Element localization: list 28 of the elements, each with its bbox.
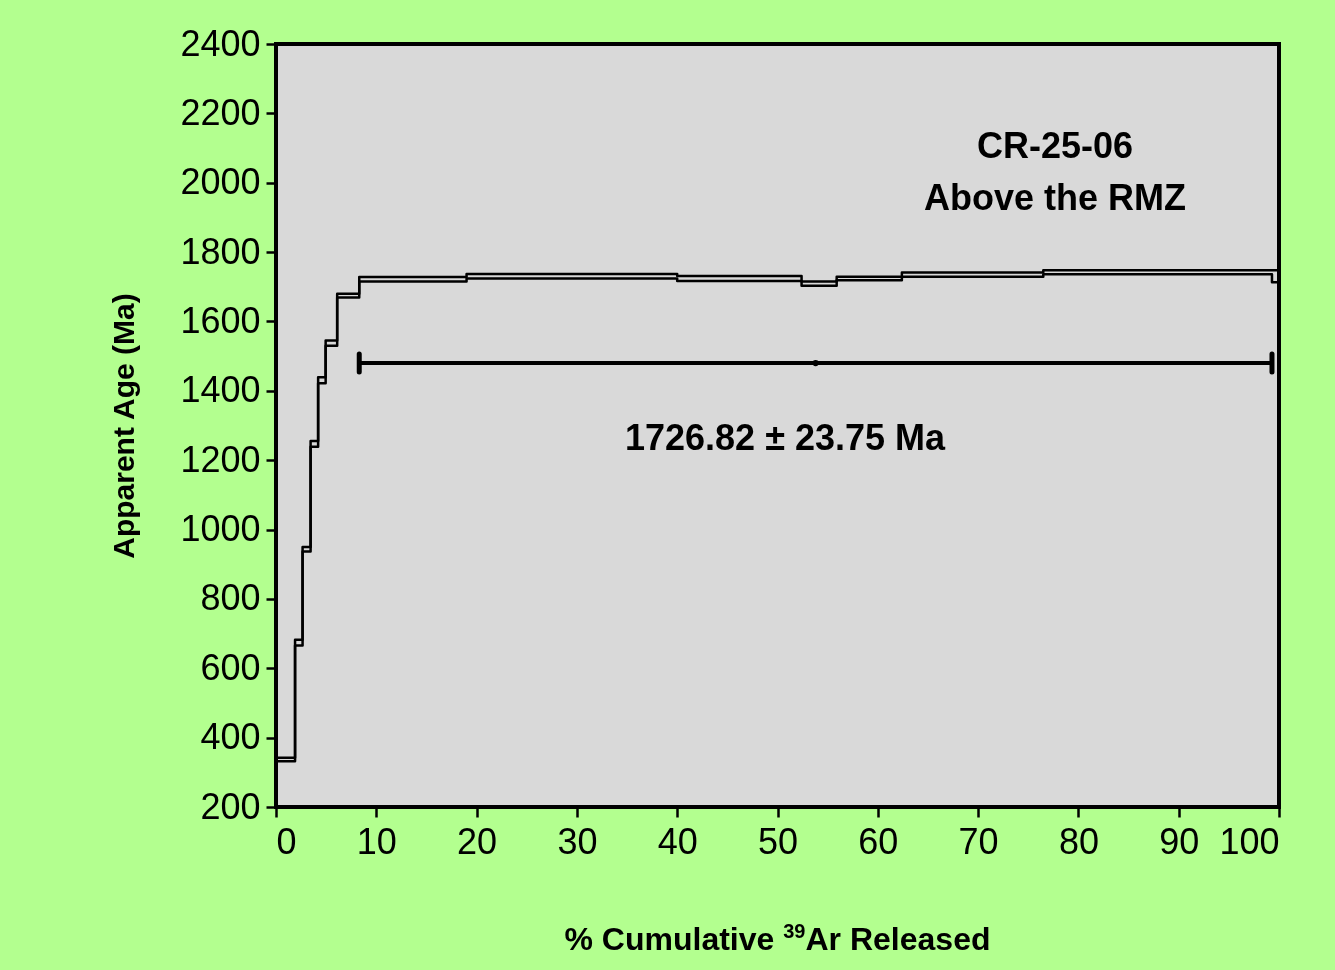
y-tick-label: 1800 bbox=[180, 230, 261, 272]
y-tick-label: 800 bbox=[200, 577, 261, 619]
x-tick-label: 10 bbox=[356, 820, 397, 862]
y-tick-label: 600 bbox=[200, 646, 261, 688]
annotation: 1726.82 ± 23.75 Ma bbox=[625, 417, 946, 458]
x-tick-label: 30 bbox=[557, 820, 598, 862]
x-tick-label: 20 bbox=[457, 820, 498, 862]
y-tick-label: 1400 bbox=[180, 369, 261, 411]
y-tick-label: 1000 bbox=[180, 508, 261, 550]
y-tick-label: 2000 bbox=[180, 161, 261, 203]
y-axis-title: Apparent Age (Ma) bbox=[107, 293, 141, 559]
y-tick-label: 200 bbox=[200, 785, 261, 827]
y-tick-label: 1600 bbox=[180, 299, 261, 341]
annotation: CR-25-06 bbox=[976, 125, 1134, 166]
x-tick-label: 80 bbox=[1058, 820, 1099, 862]
x-tick-label: 0 bbox=[276, 820, 297, 862]
x-tick-label: 90 bbox=[1159, 820, 1200, 862]
y-tick-label: 1200 bbox=[180, 438, 261, 480]
x-axis-title: % Cumulative $^{39}$Ar Released bbox=[563, 920, 992, 958]
x-tick-label: 100 bbox=[1219, 820, 1280, 862]
x-tick-label: 60 bbox=[858, 820, 899, 862]
y-tick-label: 2200 bbox=[180, 91, 261, 133]
x-tick-label: 50 bbox=[757, 820, 799, 862]
y-tick-label: 2400 bbox=[180, 22, 261, 64]
x-tick-label: 70 bbox=[958, 820, 999, 862]
y-tick-label: 400 bbox=[200, 716, 261, 758]
x-tick-label: 40 bbox=[657, 820, 698, 862]
annotation: Above the RMZ bbox=[923, 177, 1187, 218]
